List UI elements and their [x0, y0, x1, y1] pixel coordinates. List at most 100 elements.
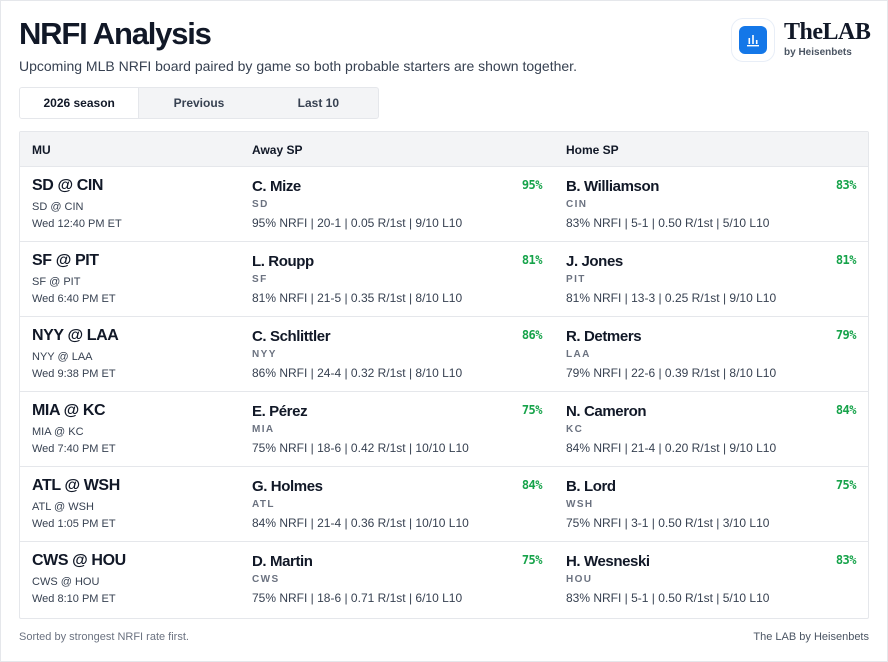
team-code: SD: [252, 199, 269, 210]
away-starter: G. Holmes 84% ATL 84% NRFI | 21-4 | 0.36…: [252, 467, 543, 542]
team-code: NYY: [252, 349, 277, 360]
pitcher-name: B. Williamson: [566, 178, 660, 195]
pitcher-name: C. Schlittler: [252, 328, 331, 345]
pitcher-name: L. Roupp: [252, 253, 314, 270]
home-starter: R. Detmers 79% LAA 79% NRFI | 22-6 | 0.3…: [566, 317, 857, 392]
pitcher-name: H. Wesneski: [566, 553, 650, 570]
team-code: ATL: [252, 499, 275, 510]
team-code: MIA: [252, 424, 275, 435]
pitcher-stats: 86% NRFI | 24-4 | 0.32 R/1st | 8/10 L10: [252, 366, 463, 380]
pitcher-stats: 79% NRFI | 22-6 | 0.39 R/1st | 8/10 L10: [566, 366, 777, 380]
table-row: ATL @ WSH ATL @ WSH Wed 1:05 PM ET G. Ho…: [20, 467, 868, 542]
away-starter: L. Roupp 81% SF 81% NRFI | 21-5 | 0.35 R…: [252, 242, 543, 317]
home-starter: B. Lord 75% WSH 75% NRFI | 3-1 | 0.50 R/…: [566, 467, 857, 542]
home-starter: N. Cameron 84% KC 84% NRFI | 21-4 | 0.20…: [566, 392, 857, 467]
game-time: Wed 8:10 PM ET: [32, 593, 116, 605]
matchup-subtitle: NYY @ LAA: [32, 351, 93, 363]
team-code: WSH: [566, 499, 594, 510]
nrfi-percent: 83%: [835, 553, 857, 567]
brand-logo: [731, 18, 775, 62]
matchup-subtitle: CWS @ HOU: [32, 576, 100, 588]
game-time: Wed 12:40 PM ET: [32, 218, 122, 230]
pitcher-stats: 75% NRFI | 3-1 | 0.50 R/1st | 3/10 L10: [566, 516, 770, 530]
game-time: Wed 9:38 PM ET: [32, 368, 116, 380]
matchup-subtitle: ATL @ WSH: [32, 501, 94, 513]
pitcher-name: B. Lord: [566, 478, 616, 495]
away-starter: C. Mize 95% SD 95% NRFI | 20-1 | 0.05 R/…: [252, 167, 543, 242]
footer-credit: The LAB by Heisenbets: [753, 631, 869, 643]
nrfi-percent: 75%: [835, 478, 857, 492]
home-starter: H. Wesneski 83% HOU 83% NRFI | 5-1 | 0.5…: [566, 542, 857, 617]
home-starter: B. Williamson 83% CIN 83% NRFI | 5-1 | 0…: [566, 167, 857, 242]
table-row: MIA @ KC MIA @ KC Wed 7:40 PM ET E. Pére…: [20, 392, 868, 467]
tab-last-10[interactable]: Last 10: [297, 96, 340, 110]
matchup-title: ATL @ WSH: [32, 477, 120, 494]
team-code: KC: [566, 424, 584, 435]
pitcher-name: J. Jones: [566, 253, 623, 270]
table-row: SF @ PIT SF @ PIT Wed 6:40 PM ET L. Roup…: [20, 242, 868, 317]
team-code: PIT: [566, 274, 586, 285]
matchup-title: MIA @ KC: [32, 402, 106, 419]
matchup-subtitle: SF @ PIT: [32, 276, 81, 288]
team-code: CWS: [252, 574, 280, 585]
pitcher-name: G. Holmes: [252, 478, 323, 495]
tab-previous[interactable]: Previous: [173, 96, 225, 110]
tab-2026-season[interactable]: 2026 season: [20, 88, 140, 118]
game-time: Wed 6:40 PM ET: [32, 293, 116, 305]
pitcher-name: R. Detmers: [566, 328, 642, 345]
nrfi-percent: 84%: [835, 403, 857, 417]
pitcher-stats: 75% NRFI | 18-6 | 0.42 R/1st | 10/10 L10: [252, 441, 469, 455]
nrfi-percent: 84%: [521, 478, 543, 492]
table-row: CWS @ HOU CWS @ HOU Wed 8:10 PM ET D. Ma…: [20, 542, 868, 617]
matchup-title: NYY @ LAA: [32, 327, 119, 344]
column-header-mu: MU: [32, 143, 51, 157]
page-subtitle: Upcoming MLB NRFI board paired by game s…: [19, 58, 577, 74]
away-starter: E. Pérez 75% MIA 75% NRFI | 18-6 | 0.42 …: [252, 392, 543, 467]
bar-chart-icon: [739, 26, 767, 54]
brand-subtitle: by Heisenbets: [784, 47, 852, 58]
pitcher-stats: 81% NRFI | 13-3 | 0.25 R/1st | 9/10 L10: [566, 291, 777, 305]
game-time: Wed 1:05 PM ET: [32, 518, 116, 530]
away-starter: D. Martin 75% CWS 75% NRFI | 18-6 | 0.71…: [252, 542, 543, 617]
brand-name: TheLAB: [784, 19, 871, 45]
pitcher-stats: 84% NRFI | 21-4 | 0.36 R/1st | 10/10 L10: [252, 516, 469, 530]
table-header: MU Away SP Home SP: [20, 132, 868, 167]
nrfi-percent: 81%: [835, 253, 857, 267]
period-tabs: 2026 season Previous Last 10: [19, 87, 379, 119]
nrfi-percent: 83%: [835, 178, 857, 192]
pitcher-name: D. Martin: [252, 553, 313, 570]
pitcher-stats: 81% NRFI | 21-5 | 0.35 R/1st | 8/10 L10: [252, 291, 463, 305]
team-code: CIN: [566, 199, 588, 210]
nrfi-percent: 81%: [521, 253, 543, 267]
pitcher-name: N. Cameron: [566, 403, 647, 420]
matchup-title: CWS @ HOU: [32, 552, 126, 569]
table-row: SD @ CIN SD @ CIN Wed 12:40 PM ET C. Miz…: [20, 167, 868, 242]
away-starter: C. Schlittler 86% NYY 86% NRFI | 24-4 | …: [252, 317, 543, 392]
page-title: NRFI Analysis: [19, 16, 212, 51]
pitcher-stats: 95% NRFI | 20-1 | 0.05 R/1st | 9/10 L10: [252, 216, 463, 230]
nrfi-table: MU Away SP Home SP SD @ CIN SD @ CIN Wed…: [19, 131, 869, 619]
column-header-away-sp: Away SP: [252, 143, 303, 157]
pitcher-stats: 83% NRFI | 5-1 | 0.50 R/1st | 5/10 L10: [566, 591, 770, 605]
matchup-title: SD @ CIN: [32, 177, 104, 194]
team-code: HOU: [566, 574, 593, 585]
pitcher-name: C. Mize: [252, 178, 301, 195]
matchup-subtitle: MIA @ KC: [32, 426, 84, 438]
pitcher-stats: 83% NRFI | 5-1 | 0.50 R/1st | 5/10 L10: [566, 216, 770, 230]
footer-note: Sorted by strongest NRFI rate first.: [19, 631, 189, 643]
column-header-home-sp: Home SP: [566, 143, 619, 157]
nrfi-percent: 75%: [521, 553, 543, 567]
nrfi-percent: 86%: [521, 328, 543, 342]
home-starter: J. Jones 81% PIT 81% NRFI | 13-3 | 0.25 …: [566, 242, 857, 317]
table-row: NYY @ LAA NYY @ LAA Wed 9:38 PM ET C. Sc…: [20, 317, 868, 392]
nrfi-percent: 75%: [521, 403, 543, 417]
pitcher-stats: 84% NRFI | 21-4 | 0.20 R/1st | 9/10 L10: [566, 441, 777, 455]
team-code: LAA: [566, 349, 591, 360]
nrfi-percent: 95%: [521, 178, 543, 192]
pitcher-name: E. Pérez: [252, 403, 308, 420]
team-code: SF: [252, 274, 268, 285]
pitcher-stats: 75% NRFI | 18-6 | 0.71 R/1st | 6/10 L10: [252, 591, 463, 605]
game-time: Wed 7:40 PM ET: [32, 443, 116, 455]
matchup-subtitle: SD @ CIN: [32, 201, 84, 213]
nrfi-percent: 79%: [835, 328, 857, 342]
